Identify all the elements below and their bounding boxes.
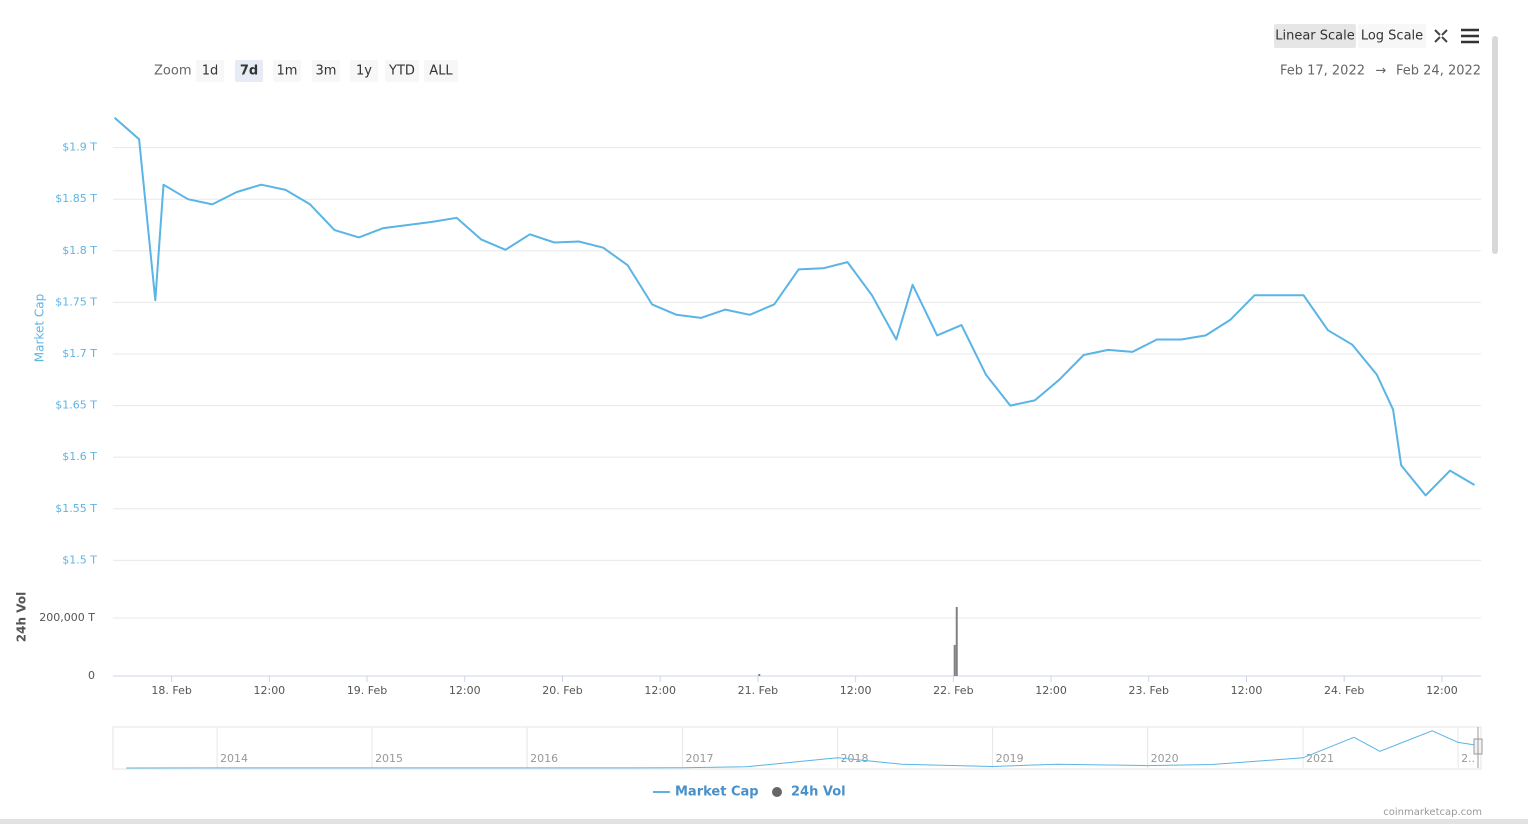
- scale-button[interactable]: [1358, 24, 1426, 48]
- legend-symbol: [772, 787, 782, 797]
- y-tick-label: $1.75 T: [55, 295, 97, 308]
- y2-tick-label: 0: [88, 669, 95, 682]
- navigator-tick-label: 2019: [996, 752, 1024, 765]
- scale-button-label[interactable]: Linear Scale: [1275, 29, 1355, 44]
- credit: coinmarketcap.com: [1383, 807, 1482, 818]
- x-tick-label: 23. Feb: [1129, 684, 1169, 697]
- zoom-button[interactable]: [350, 60, 378, 82]
- x-tick-label: 12:00: [449, 684, 481, 697]
- volume-bar: [955, 606, 958, 676]
- navigator-tick-label: 2018: [841, 752, 869, 765]
- navigator-tick-label: 2017: [686, 752, 714, 765]
- zoom-button[interactable]: [385, 60, 419, 82]
- y-axis-title: Market Cap: [33, 294, 47, 362]
- x-tick-label: 19. Feb: [347, 684, 387, 697]
- volume-bar: [758, 673, 761, 676]
- zoom-button[interactable]: [312, 60, 340, 82]
- y-tick-label: $1.5 T: [62, 553, 97, 566]
- date-arrow: →: [1376, 64, 1387, 79]
- y-tick-label: $1.55 T: [55, 502, 97, 515]
- navigator-tick-label: 2014: [220, 752, 248, 765]
- navigator-tick-label: 2020: [1151, 752, 1179, 765]
- zoom-button[interactable]: [235, 60, 263, 82]
- x-tick-label: 21. Feb: [738, 684, 778, 697]
- navigator-line: [126, 730, 1480, 769]
- y-tick-label: $1.8 T: [62, 244, 97, 257]
- y-tick-label: $1.65 T: [55, 399, 97, 412]
- date-from: Feb 17, 2022: [1280, 64, 1365, 79]
- zoom-button-label[interactable]: 3m: [316, 64, 337, 79]
- zoom-button-label[interactable]: 1d: [202, 64, 219, 79]
- legend-label[interactable]: 24h Vol: [791, 785, 846, 800]
- zoom-button-label[interactable]: 7d: [240, 64, 258, 79]
- navigator-tick-label: 2021: [1306, 752, 1334, 765]
- zoom-label: Zoom: [154, 64, 191, 79]
- scale-button[interactable]: [1274, 24, 1356, 48]
- y-tick-label: $1.9 T: [62, 141, 97, 154]
- zoom-button-label[interactable]: 1m: [277, 64, 298, 79]
- y-tick-label: $1.85 T: [55, 192, 97, 205]
- y-tick-label: $1.6 T: [62, 450, 97, 463]
- x-tick-label: 12:00: [253, 684, 285, 697]
- zoom-button-label[interactable]: YTD: [388, 64, 415, 79]
- zoom-button[interactable]: [273, 60, 301, 82]
- zoom-button-label[interactable]: ALL: [429, 64, 453, 79]
- legend-label[interactable]: Market Cap: [675, 785, 759, 800]
- x-tick-label: 24. Feb: [1324, 684, 1364, 697]
- navigator-tick-label: 2016: [530, 752, 558, 765]
- x-tick-label: 18. Feb: [151, 684, 191, 697]
- x-tick-label: 20. Feb: [542, 684, 582, 697]
- zoom-button[interactable]: [424, 60, 458, 82]
- date-to: Feb 24, 2022: [1396, 64, 1481, 79]
- x-tick-label: 12:00: [1426, 684, 1458, 697]
- x-tick-label: 12:00: [840, 684, 872, 697]
- scale-button-label[interactable]: Log Scale: [1361, 29, 1423, 44]
- x-tick-label: 12:00: [644, 684, 676, 697]
- y-tick-label: $1.7 T: [62, 347, 97, 360]
- zoom-button[interactable]: [196, 60, 224, 82]
- navigator-tick-label: 2..: [1461, 752, 1475, 765]
- market-cap-line: [113, 116, 1476, 497]
- menu-icon[interactable]: [1461, 28, 1479, 44]
- volume-bar: [953, 644, 956, 676]
- fullscreen-icon[interactable]: [1434, 29, 1448, 43]
- scrollbar[interactable]: [1492, 36, 1498, 254]
- x-tick-label: 12:00: [1231, 684, 1263, 697]
- bottom-border: [0, 819, 1528, 824]
- zoom-button-label[interactable]: 1y: [356, 64, 372, 79]
- navigator-tick-label: 2015: [375, 752, 403, 765]
- y2-tick-label: 200,000 T: [39, 611, 95, 624]
- x-tick-label: 12:00: [1035, 684, 1067, 697]
- y2-axis-title: 24h Vol: [15, 592, 29, 642]
- x-tick-label: 22. Feb: [933, 684, 973, 697]
